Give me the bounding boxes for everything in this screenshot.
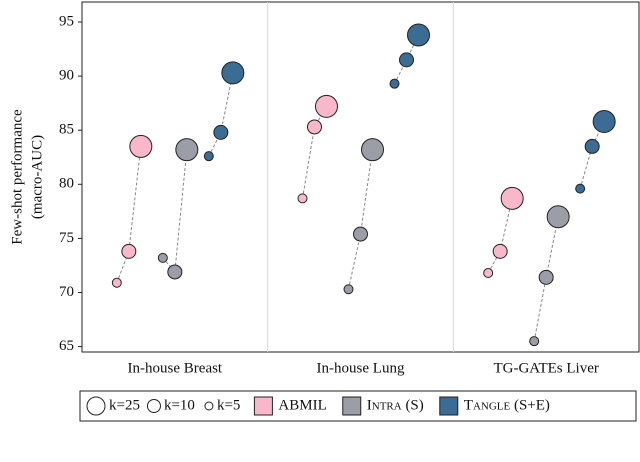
point [399,52,414,68]
y-tick-label: 75 [59,230,74,246]
y-tick-label: 85 [59,122,74,138]
point [129,134,153,158]
y-tick-label: 90 [59,68,74,84]
point [167,264,183,280]
legend-label: Tangle (S+E) [464,397,550,413]
point [500,186,524,210]
y-tick-label: 65 [59,338,74,354]
legend-swatch [439,396,459,416]
point [546,205,570,229]
point [175,138,199,162]
point [529,336,540,347]
legend-swatch [253,396,273,416]
legend-label: k=10 [164,397,195,413]
point [297,193,308,204]
point [121,243,137,259]
x-tick-label: TG-GATEs Liver [493,360,598,376]
y-axis-label: Few-shot performance [9,109,25,245]
point [315,94,338,118]
legend-size-marker [146,399,161,413]
point [407,23,430,47]
point [213,124,229,140]
point [361,138,384,162]
point [492,243,508,259]
x-tick-label: In-house Lung [317,360,405,376]
legend-label: k=5 [217,397,240,413]
connector [348,149,373,290]
point [575,183,586,194]
legend-label: Intra (S) [367,397,424,413]
connector [533,216,559,342]
point [592,110,616,134]
y-tick-label: 95 [59,13,74,29]
point [389,78,400,89]
point [221,61,245,85]
legend-swatch [342,396,362,416]
point [111,277,122,288]
connector [162,149,188,274]
point [157,252,168,263]
point [584,138,600,154]
point [353,226,368,242]
plot-frame [81,1,640,353]
y-axis-label: (macro-AUC) [29,135,45,219]
legend-label: ABMIL [278,397,326,413]
legend-size-marker [204,401,214,411]
legend-size-marker [86,396,106,416]
legend-label: k=25 [109,397,140,413]
point [538,269,554,285]
point [307,119,322,135]
point [343,284,354,295]
x-tick-label: In-house Breast [128,360,223,376]
connector [208,72,234,157]
y-tick-label: 70 [59,284,74,300]
y-tick-label: 80 [59,176,74,192]
connector [116,146,142,283]
point [203,151,214,162]
connector [487,198,513,274]
point [483,268,494,279]
